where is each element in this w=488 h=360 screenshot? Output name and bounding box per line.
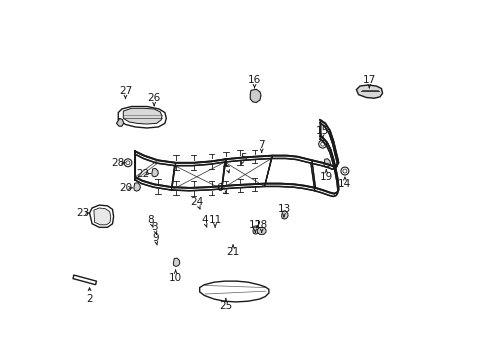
Text: 10: 10 bbox=[169, 273, 182, 283]
Text: 16: 16 bbox=[247, 75, 261, 85]
Polygon shape bbox=[250, 89, 261, 103]
Text: 21: 21 bbox=[226, 247, 239, 257]
Polygon shape bbox=[135, 136, 338, 197]
Polygon shape bbox=[151, 168, 158, 177]
Polygon shape bbox=[134, 183, 140, 191]
Text: 18: 18 bbox=[255, 220, 268, 230]
Text: 8: 8 bbox=[147, 215, 154, 225]
Text: 14: 14 bbox=[338, 179, 351, 189]
Polygon shape bbox=[116, 118, 123, 126]
Circle shape bbox=[340, 167, 348, 175]
Text: 28: 28 bbox=[111, 158, 124, 168]
Text: 25: 25 bbox=[219, 301, 232, 311]
Polygon shape bbox=[89, 205, 113, 227]
Polygon shape bbox=[94, 208, 110, 225]
Polygon shape bbox=[118, 107, 166, 128]
Polygon shape bbox=[199, 281, 268, 302]
Text: 15: 15 bbox=[315, 126, 328, 135]
Text: 1: 1 bbox=[222, 158, 229, 168]
Text: 22: 22 bbox=[137, 168, 150, 179]
Polygon shape bbox=[252, 226, 259, 234]
Text: 27: 27 bbox=[119, 86, 132, 96]
Text: 4: 4 bbox=[201, 215, 207, 225]
Text: 2: 2 bbox=[86, 294, 93, 304]
Text: 23: 23 bbox=[76, 208, 89, 218]
Polygon shape bbox=[135, 120, 338, 169]
Circle shape bbox=[126, 161, 130, 165]
Text: 6: 6 bbox=[216, 183, 222, 193]
Text: 20: 20 bbox=[119, 183, 132, 193]
Circle shape bbox=[318, 140, 326, 148]
Text: 26: 26 bbox=[147, 93, 161, 103]
Circle shape bbox=[342, 169, 346, 173]
Polygon shape bbox=[281, 211, 287, 219]
Polygon shape bbox=[356, 85, 382, 98]
Polygon shape bbox=[123, 108, 162, 124]
Text: 12: 12 bbox=[248, 220, 262, 230]
Text: 17: 17 bbox=[362, 75, 375, 85]
Text: 19: 19 bbox=[319, 172, 332, 182]
Text: 7: 7 bbox=[258, 140, 264, 150]
Text: 13: 13 bbox=[277, 204, 290, 215]
Text: 9: 9 bbox=[152, 233, 159, 243]
Text: 5: 5 bbox=[240, 153, 246, 163]
Polygon shape bbox=[323, 159, 330, 167]
Polygon shape bbox=[257, 228, 265, 234]
Text: 24: 24 bbox=[190, 197, 203, 207]
Text: 11: 11 bbox=[208, 215, 221, 225]
Circle shape bbox=[124, 159, 132, 167]
Polygon shape bbox=[173, 258, 180, 266]
Text: 3: 3 bbox=[150, 222, 157, 232]
Polygon shape bbox=[73, 275, 96, 285]
Circle shape bbox=[320, 142, 324, 146]
